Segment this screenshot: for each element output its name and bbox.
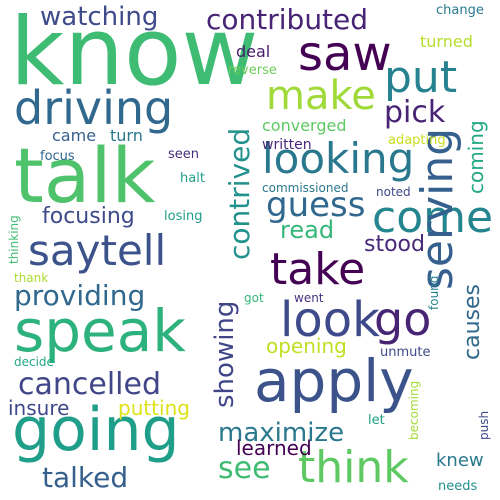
word-take: take [270,244,366,295]
word-unmute: unmute [380,345,431,360]
word-converged: converged [262,116,347,135]
word-see: see [218,451,271,486]
word-speak: speak [14,297,186,365]
word-talked: talked [42,461,129,494]
word-decide: decide [14,355,54,369]
word-putting: putting [118,396,190,420]
word-let: let [368,413,385,428]
word-showing: showing [210,300,240,408]
word-contributed: contributed [206,3,369,36]
word-insure: insure [8,396,70,420]
word-maximize: maximize [218,418,345,448]
word-change: change [436,3,484,18]
word-looking: looking [262,134,415,183]
word-focusing: focusing [42,204,135,229]
word-look: look [280,292,380,348]
word-push: push [477,410,491,440]
word-turn: turn [110,126,143,145]
word-becoming: becoming [407,380,421,440]
word-coming: coming [464,120,488,194]
word-think: think [298,442,409,493]
word-opening: opening [266,334,347,358]
word-saytell: saytell [28,226,167,275]
word-went: went [294,291,324,305]
word-talk: talk [14,131,156,220]
word-cancelled: cancelled [18,367,162,402]
word-pick: pick [384,95,446,130]
word-read: read [280,216,335,244]
word-losing: losing [164,209,203,224]
word-apply: apply [254,347,414,415]
word-came: came [52,126,97,145]
word-going: going [12,395,180,465]
word-commissioned: commissioned [262,181,349,195]
word-deal: deal [236,42,271,61]
word-adapting: adapting [388,133,446,148]
word-providing: providing [14,279,146,312]
word-driving: driving [14,81,174,135]
word-causes: causes [460,284,485,360]
word-needs: needs [438,479,478,494]
word-got: got [244,291,264,305]
word-guess: guess [266,185,366,225]
word-reverse: reverse [228,63,277,78]
word-come: come [372,192,494,243]
word-focus: focus [40,149,75,164]
word-written: written [262,137,312,153]
word-thank: thank [14,271,49,285]
word-stood: stood [364,232,425,257]
word-put: put [384,52,458,103]
word-make: make [266,73,376,119]
word-watching: watching [40,2,159,32]
word-knew: knew [436,450,484,471]
word-contrived: contrived [223,127,256,260]
word-halt: halt [180,171,205,186]
word-noted: noted [376,185,411,199]
word-learned: learned [236,436,312,460]
word-serving: serving [412,127,463,290]
word-know: know [10,0,259,107]
word-thinking: thinking [7,215,21,264]
word-saw: saw [298,26,392,82]
word-go: go [374,292,432,346]
word-found: found [427,275,441,310]
word-turned: turned [420,32,473,51]
word-seen: seen [168,147,200,162]
